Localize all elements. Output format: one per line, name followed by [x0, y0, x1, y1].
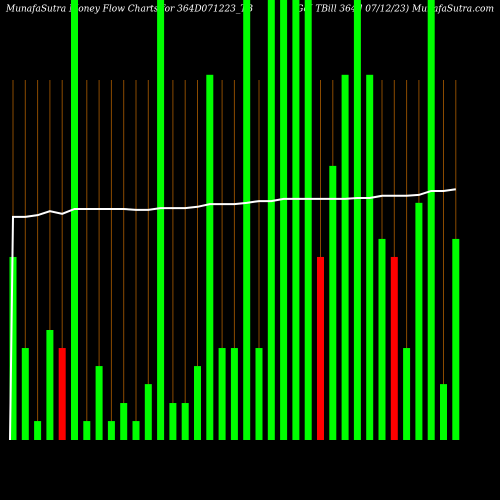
chart-title: MunafaSutra Money Flow Charts for 364D07… — [5, 5, 253, 15]
bar — [243, 0, 251, 440]
bar — [304, 0, 312, 440]
bar — [440, 384, 447, 440]
bar — [378, 238, 386, 440]
bar — [206, 74, 214, 441]
bar — [218, 348, 226, 440]
bar — [144, 384, 152, 440]
bar — [58, 348, 66, 440]
bar — [83, 421, 91, 440]
bar — [107, 421, 115, 440]
bar — [132, 421, 140, 440]
bar — [255, 348, 263, 440]
bar — [120, 403, 128, 440]
bar — [329, 165, 337, 440]
bar — [194, 366, 201, 440]
bar — [9, 256, 17, 440]
bar — [366, 74, 374, 441]
bar — [403, 348, 411, 440]
bar — [353, 0, 361, 440]
bar — [21, 348, 29, 440]
bar — [292, 0, 300, 440]
bar — [95, 366, 103, 440]
bar — [427, 0, 435, 440]
bar — [46, 330, 54, 440]
bar — [280, 0, 288, 440]
bar — [390, 256, 398, 440]
bar — [34, 421, 42, 440]
bar — [169, 403, 177, 440]
price-line — [9, 188, 456, 441]
bar — [181, 403, 189, 440]
bar — [317, 256, 324, 440]
bar — [230, 348, 238, 440]
bar — [267, 0, 275, 440]
bar — [71, 0, 78, 440]
bar — [415, 202, 423, 440]
bar — [157, 0, 165, 440]
bar — [452, 238, 460, 440]
bar — [341, 74, 349, 441]
chart-subtitle: (GoI TBill 364d 07/12/23) MunafaSutra.co… — [293, 4, 494, 15]
